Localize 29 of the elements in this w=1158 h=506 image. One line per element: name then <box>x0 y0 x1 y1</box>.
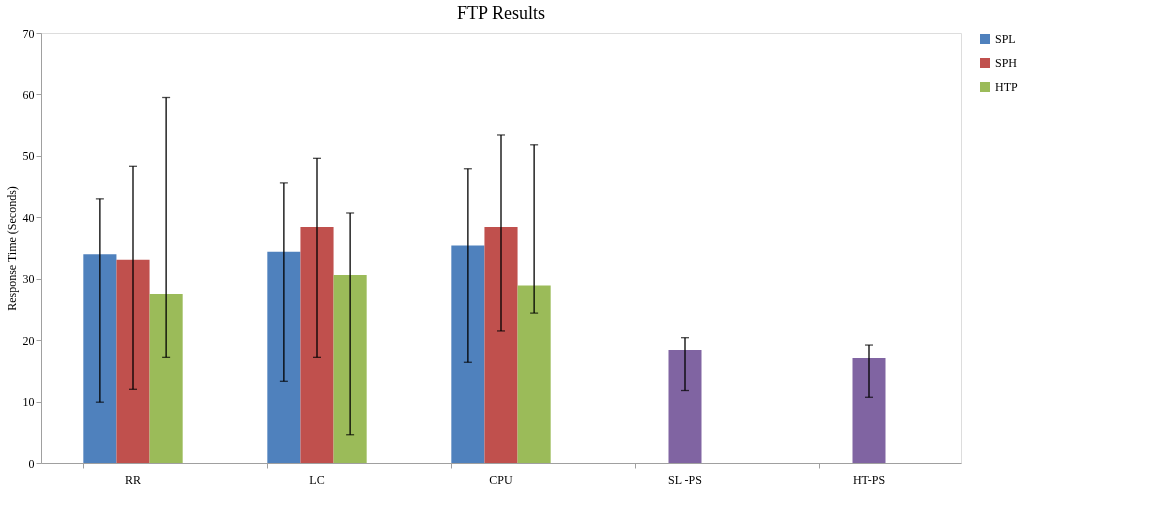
y-tick-label: 70 <box>22 26 35 41</box>
x-tick-label: SL -PS <box>668 472 702 487</box>
y-tick-label: 10 <box>22 395 35 410</box>
y-tick-label: 30 <box>22 272 35 287</box>
legend-label: SPL <box>995 32 1016 46</box>
bar <box>83 254 117 463</box>
y-axis-title: Response Time (Seconds) <box>4 186 19 311</box>
bar <box>116 259 150 463</box>
y-tick-label: 20 <box>22 333 35 348</box>
bar <box>668 349 702 463</box>
bar <box>267 251 301 463</box>
y-tick-label: 50 <box>22 149 35 164</box>
x-tick-label: LC <box>309 472 325 487</box>
legend-label: HTP <box>995 80 1018 94</box>
x-tick-label: CPU <box>489 472 514 487</box>
bar <box>300 227 334 463</box>
y-tick-label: 40 <box>22 210 35 225</box>
legend-label: SPH <box>995 56 1018 70</box>
bar <box>149 294 183 463</box>
y-tick-label: 0 <box>28 456 35 471</box>
x-tick-label: RR <box>124 472 142 487</box>
bar <box>333 275 367 463</box>
x-tick-label: HT-PS <box>852 472 886 487</box>
bar <box>517 285 551 463</box>
bar <box>451 245 485 463</box>
y-tick-label: 60 <box>22 87 35 102</box>
chart-title: FTP Results <box>457 3 545 23</box>
bar <box>852 357 886 463</box>
bar <box>484 227 518 463</box>
